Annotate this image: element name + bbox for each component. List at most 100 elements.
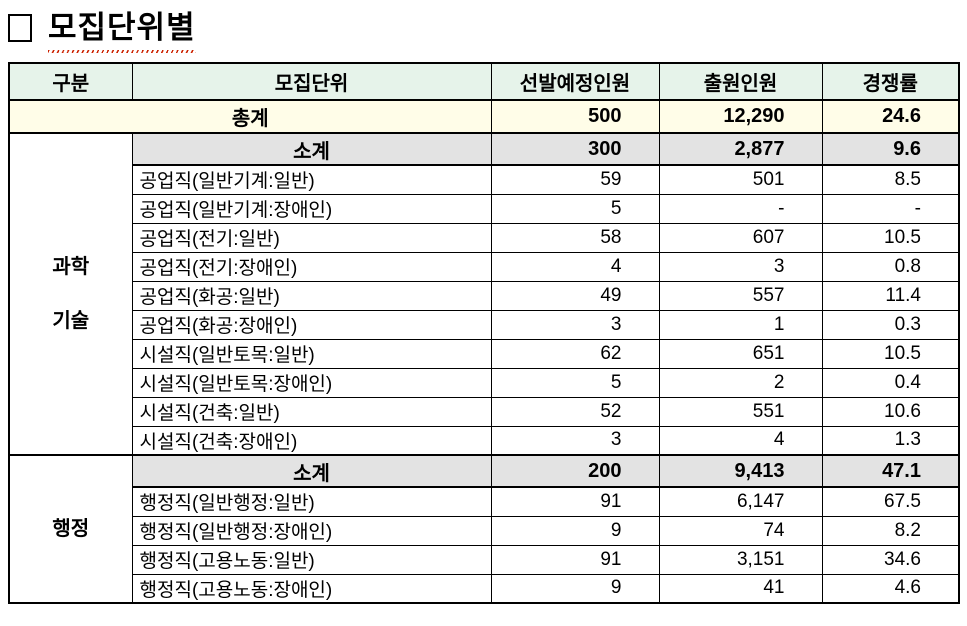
applicants-cell: -: [658, 193, 823, 224]
unit-cell: 공업직(전기:일반): [131, 222, 492, 253]
applicants-cell: 1: [658, 309, 823, 340]
table-row: 공업직(전기:일반) 58 607 10.5: [9, 222, 960, 253]
unit-cell: 공업직(화공:일반): [131, 280, 492, 311]
planned-cell: 300: [490, 132, 660, 166]
table-row: 행정직(고용노동:일반) 91 3,151 34.6: [9, 544, 960, 575]
ratio-cell: 67.5: [821, 486, 960, 517]
square-bullet-icon: [8, 14, 32, 42]
table-row: 시설직(건축:일반) 52 551 10.6: [9, 396, 960, 427]
planned-cell: 52: [490, 396, 660, 427]
ratio-cell: 4.6: [821, 573, 960, 604]
applicants-cell: 6,147: [658, 486, 823, 517]
ratio-cell: 47.1: [821, 454, 960, 488]
category-cell-administration: 행정: [8, 454, 133, 604]
ratio-cell: 9.6: [821, 132, 960, 166]
ratio-cell: -: [821, 193, 960, 224]
table-row: 행정직(고용노동:장애인) 9 41 4.6: [9, 573, 960, 604]
planned-cell: 9: [490, 515, 660, 546]
subtotal-row: 행정 소계 200 9,413 47.1: [8, 454, 960, 604]
table-row: 행정직(일반행정:장애인) 9 74 8.2: [9, 515, 960, 546]
table-row: 시설직(일반토목:장애인) 5 2 0.4: [9, 367, 960, 398]
planned-cell: 4: [490, 251, 660, 282]
unit-cell: 시설직(건축:일반): [131, 396, 492, 427]
ratio-cell: 8.5: [821, 164, 960, 195]
unit-cell: 행정직(일반행정:장애인): [131, 515, 492, 546]
ratio-cell: 34.6: [821, 544, 960, 575]
planned-cell: 5: [490, 367, 660, 398]
ratio-cell: 24.6: [821, 99, 960, 134]
total-label-cell: 총계: [8, 99, 492, 134]
ratio-cell: 0.3: [821, 309, 960, 340]
category-cell-science-tech: 과학 기술: [8, 132, 133, 456]
category-line: 과학: [52, 256, 90, 278]
subtotal-label-cell: 소계: [131, 454, 492, 488]
applicants-cell: 74: [658, 515, 823, 546]
ratio-cell: 0.8: [821, 251, 960, 282]
unit-cell: 행정직(고용노동:장애인): [131, 573, 492, 604]
unit-cell: 행정직(고용노동:일반): [131, 544, 492, 575]
applicants-cell: 551: [658, 396, 823, 427]
ratio-cell: 10.5: [821, 338, 960, 369]
applicants-cell: 501: [658, 164, 823, 195]
applicants-cell: 12,290: [658, 99, 823, 134]
page-title: 모집단위별: [8, 1, 967, 53]
unit-cell: 공업직(일반기계:장애인): [131, 193, 492, 224]
applicants-cell: 651: [658, 338, 823, 369]
planned-cell: 59: [490, 164, 660, 195]
recruitment-table: 구분 모집단위 선발예정인원 출원인원 경쟁률 총계 500 12,290 24…: [8, 62, 960, 604]
header-planned: 선발예정인원: [490, 62, 660, 101]
header-ratio: 경쟁률: [821, 62, 960, 101]
table-row: 공업직(전기:장애인) 4 3 0.8: [9, 251, 960, 282]
subtotal-row: 과학 기술 소계 300 2,877 9.6: [8, 132, 960, 456]
subtotal-label-cell: 소계: [131, 132, 492, 166]
header-row: 구분 모집단위 선발예정인원 출원인원 경쟁률: [8, 62, 960, 101]
category-line: 기술: [52, 310, 90, 332]
table-row: 행정직(일반행정:일반) 91 6,147 67.5: [9, 486, 960, 517]
unit-cell: 시설직(건축:장애인): [131, 425, 492, 456]
table-row: 시설직(일반토목:일반) 62 651 10.5: [9, 338, 960, 369]
planned-cell: 500: [490, 99, 660, 134]
header-unit: 모집단위: [131, 62, 492, 101]
planned-cell: 58: [490, 222, 660, 253]
table-row: 공업직(화공:일반) 49 557 11.4: [9, 280, 960, 311]
page: 모집단위별 구분 모집단위 선발예정인원 출원인원 경쟁률 총계 500 12,…: [8, 1, 967, 604]
table-row: 공업직(일반기계:일반) 59 501 8.5: [9, 164, 960, 195]
planned-cell: 9: [490, 573, 660, 604]
ratio-cell: 0.4: [821, 367, 960, 398]
applicants-cell: 3: [658, 251, 823, 282]
applicants-cell: 41: [658, 573, 823, 604]
planned-cell: 3: [490, 425, 660, 456]
unit-cell: 공업직(화공:장애인): [131, 309, 492, 340]
applicants-cell: 9,413: [658, 454, 823, 488]
unit-cell: 시설직(일반토목:장애인): [131, 367, 492, 398]
planned-cell: 49: [490, 280, 660, 311]
applicants-cell: 2,877: [658, 132, 823, 166]
applicants-cell: 2: [658, 367, 823, 398]
planned-cell: 200: [490, 454, 660, 488]
category-line: 행정: [52, 518, 90, 540]
applicants-cell: 557: [658, 280, 823, 311]
ratio-cell: 10.5: [821, 222, 960, 253]
header-category: 구분: [8, 62, 133, 101]
planned-cell: 91: [490, 486, 660, 517]
unit-cell: 행정직(일반행정:일반): [131, 486, 492, 517]
total-row: 총계 500 12,290 24.6: [8, 99, 960, 134]
applicants-cell: 3,151: [658, 544, 823, 575]
applicants-cell: 607: [658, 222, 823, 253]
header-applicants: 출원인원: [658, 62, 823, 101]
ratio-cell: 1.3: [821, 425, 960, 456]
ratio-cell: 10.6: [821, 396, 960, 427]
applicants-cell: 4: [658, 425, 823, 456]
table-row: 시설직(건축:장애인) 3 4 1.3: [9, 425, 960, 456]
unit-cell: 공업직(전기:장애인): [131, 251, 492, 282]
planned-cell: 91: [490, 544, 660, 575]
ratio-cell: 11.4: [821, 280, 960, 311]
planned-cell: 62: [490, 338, 660, 369]
ratio-cell: 8.2: [821, 515, 960, 546]
planned-cell: 3: [490, 309, 660, 340]
unit-cell: 시설직(일반토목:일반): [131, 338, 492, 369]
table-row: 공업직(일반기계:장애인) 5 - -: [9, 193, 960, 224]
unit-cell: 공업직(일반기계:일반): [131, 164, 492, 195]
table-row: 공업직(화공:장애인) 3 1 0.3: [9, 309, 960, 340]
planned-cell: 5: [490, 193, 660, 224]
